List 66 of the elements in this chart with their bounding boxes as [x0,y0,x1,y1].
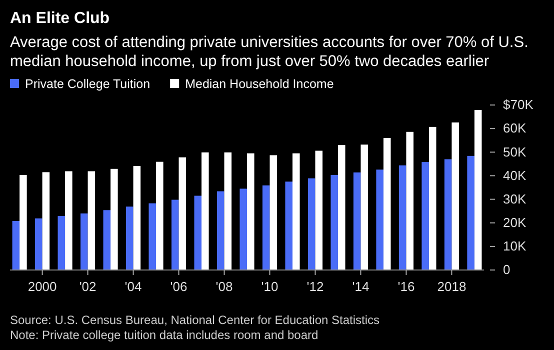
bar [247,153,254,270]
x-tick-label: '04 [124,279,142,294]
bar [240,188,247,270]
bar [428,126,436,270]
bar [353,172,361,270]
x-tick-label: '14 [352,279,370,294]
y-tick-label: 10K [503,238,526,254]
x-tick-label: '02 [79,279,96,294]
chart-subtitle: Average cost of attending private universities accounts for over 70% of U.S. median household income, up from just over 50% two decades earlier [10,34,528,70]
bar [406,132,414,270]
bar [133,166,141,270]
bar [35,218,42,270]
text: Note: Private college tuition data includes room and board [10,328,318,342]
bar [292,153,300,270]
y-tick-label: 0 [503,262,510,278]
chart-title: An Elite Club [10,10,110,27]
bar [452,122,459,270]
legend-label: Median Household Income [185,77,334,91]
bar [65,171,72,270]
bar [330,175,338,270]
bar [194,196,202,270]
y-tick-label: 20K [503,215,526,230]
bar [474,110,482,270]
bar [80,213,88,270]
x-tick-label: '06 [170,279,188,294]
bar [308,178,316,270]
bar [156,162,164,270]
bar [376,170,384,270]
bar [270,155,278,270]
bar [398,165,406,270]
bar [444,159,452,270]
x-tick-label: 2000 [28,279,57,294]
x-tick-label: '12 [306,279,324,294]
x-tick-label: 2018 [437,279,466,294]
bar [262,185,270,270]
bar [171,200,179,270]
bar [20,175,27,270]
bar [88,171,96,270]
bar [285,182,292,270]
bar [315,150,323,270]
x-tick-label: '10 [261,279,278,294]
bar [383,138,391,270]
bar [178,157,186,270]
y-tick-label: 40K [503,168,526,183]
x-tick-label: '16 [398,279,415,294]
bar [202,152,209,270]
bar [338,145,346,270]
bar [224,152,232,270]
bar [422,162,429,270]
bar [58,216,66,270]
bar [110,168,118,270]
bar [42,172,50,270]
legend-label: Private College Tuition [25,77,150,91]
y-tick-label: 60K [503,120,526,136]
y-tick-label: 30K [503,191,526,206]
bar [12,220,20,270]
bar [216,191,224,270]
y-tick-label: 50K [503,144,526,160]
bar [360,144,368,270]
source-note: Source: U.S. Census Bureau, National Center for Education Statistics [10,313,380,327]
bar [126,206,134,270]
bar [103,210,111,270]
bar [467,156,474,270]
x-tick-label: '08 [216,279,233,294]
bar [148,203,156,270]
y-tick-label: $70K [503,97,534,112]
